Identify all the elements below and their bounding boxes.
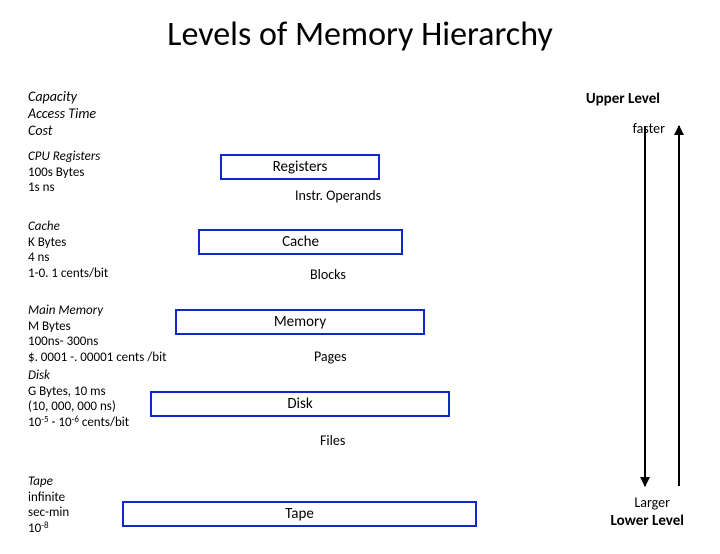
- upper-level-label: Upper Level: [586, 90, 660, 108]
- desc-memory-h: Main Memory: [28, 303, 166, 319]
- page-title: Levels of Memory Hierarchy: [0, 14, 720, 55]
- desc-disk-h: Disk: [28, 368, 129, 384]
- desc-cache-l2: 4 ns: [28, 250, 108, 266]
- desc-memory-l2: 100ns- 300ns: [28, 334, 166, 350]
- desc-memory-l1: M Bytes: [28, 319, 166, 335]
- desc-disk-l3: 10-5 - 10-6 cents/bit: [28, 415, 129, 431]
- meta-access: Access Time: [28, 106, 96, 123]
- desc-tape-l2: sec-min: [28, 505, 69, 521]
- transfer-files: Files: [320, 432, 345, 449]
- desc-memory-l3: $. 0001 -. 00001 cents /bit: [28, 350, 166, 366]
- box-disk: Disk: [150, 391, 450, 417]
- arrow-up: [678, 126, 680, 486]
- transfer-blocks: Blocks: [310, 266, 346, 283]
- desc-registers-l1: 100s Bytes: [28, 165, 100, 181]
- transfer-instr: Instr. Operands: [295, 187, 381, 204]
- desc-registers-h: CPU Registers: [28, 149, 100, 165]
- lower-level-label: Lower Level: [611, 512, 685, 530]
- arrow-down: [644, 126, 646, 486]
- desc-disk-l2: (10, 000, 000 ns): [28, 399, 129, 415]
- box-tape: Tape: [122, 501, 477, 527]
- desc-registers-l2: 1s ns: [28, 180, 100, 196]
- box-cache: Cache: [198, 229, 403, 255]
- desc-tape-l1: infinite: [28, 490, 69, 506]
- transfer-pages: Pages: [314, 348, 347, 365]
- meta-capacity: Capacity: [28, 89, 96, 106]
- desc-tape-h: Tape: [28, 474, 69, 490]
- faster-label: faster: [633, 120, 665, 137]
- box-memory: Memory: [175, 309, 425, 335]
- meta-header: Capacity Access Time Cost: [28, 89, 96, 139]
- desc-cache-l1: K Bytes: [28, 235, 108, 251]
- meta-cost: Cost: [28, 123, 96, 140]
- desc-memory: Main Memory M Bytes 100ns- 300ns $. 0001…: [28, 303, 166, 365]
- desc-cache-l3: 1-0. 1 cents/bit: [28, 266, 108, 282]
- desc-cache: Cache K Bytes 4 ns 1-0. 1 cents/bit: [28, 219, 108, 281]
- desc-registers: CPU Registers 100s Bytes 1s ns: [28, 149, 100, 196]
- desc-tape-l3: 10-8: [28, 521, 69, 537]
- larger-label: Larger: [634, 494, 670, 511]
- desc-disk-l1: G Bytes, 10 ms: [28, 384, 129, 400]
- desc-cache-h: Cache: [28, 219, 108, 235]
- desc-disk: Disk G Bytes, 10 ms (10, 000, 000 ns) 10…: [28, 368, 129, 430]
- box-registers: Registers: [220, 154, 380, 180]
- desc-tape: Tape infinite sec-min 10-8: [28, 474, 69, 536]
